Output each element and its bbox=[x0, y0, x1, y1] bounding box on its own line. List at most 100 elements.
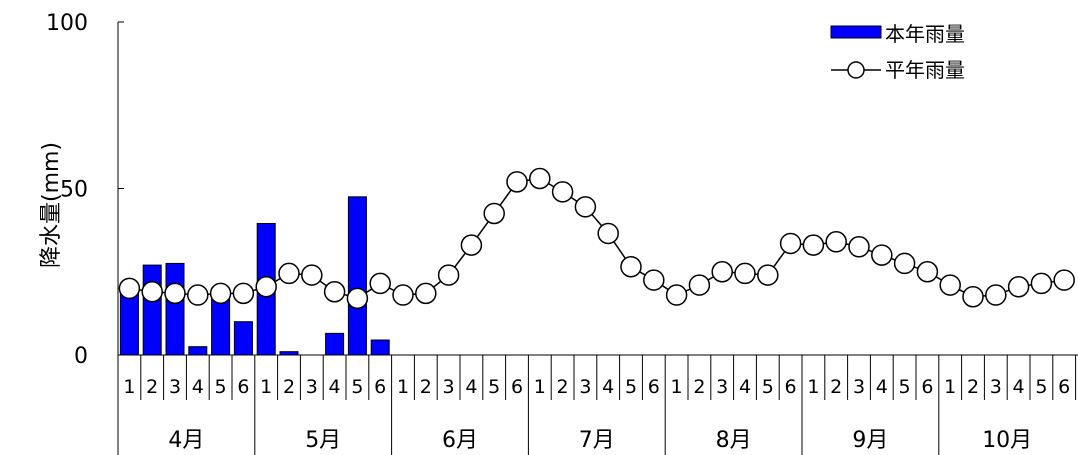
period-label: 1 bbox=[807, 376, 819, 398]
data-point bbox=[734, 262, 756, 285]
data-point bbox=[916, 261, 939, 283]
period-label: 4 bbox=[602, 376, 614, 398]
bar bbox=[325, 332, 345, 356]
period-label: 1 bbox=[534, 376, 546, 398]
data-point bbox=[574, 196, 597, 218]
period-label: 3 bbox=[579, 376, 591, 398]
period-label: 2 bbox=[693, 376, 705, 398]
period-label: 1 bbox=[944, 376, 956, 398]
period-label: 1 bbox=[260, 376, 272, 398]
period-label: 5 bbox=[351, 376, 363, 398]
month-label: 5月 bbox=[305, 428, 341, 453]
bar bbox=[188, 346, 208, 356]
bar bbox=[279, 351, 299, 356]
period-label: 2 bbox=[830, 376, 842, 398]
period-label: 2 bbox=[967, 376, 979, 398]
period-label: 6 bbox=[648, 376, 660, 398]
period-label: 6 bbox=[237, 376, 249, 398]
period-label: 3 bbox=[306, 376, 318, 398]
data-point bbox=[757, 264, 779, 286]
period-label: 3 bbox=[716, 376, 728, 398]
legend-label: 平年雨量 bbox=[885, 58, 965, 82]
data-point bbox=[392, 284, 414, 306]
data-point bbox=[323, 280, 346, 303]
bar bbox=[211, 296, 231, 356]
bar-series-group bbox=[119, 196, 390, 356]
data-point bbox=[643, 269, 665, 291]
bar bbox=[347, 196, 367, 356]
period-label: 3 bbox=[169, 376, 181, 398]
period-label: 5 bbox=[215, 376, 227, 398]
month-label: 7月 bbox=[579, 428, 615, 453]
bar bbox=[370, 339, 390, 356]
period-label: 6 bbox=[1058, 376, 1070, 398]
month-label: 8月 bbox=[716, 428, 752, 453]
period-label: 1 bbox=[397, 376, 409, 398]
legend-label: 本年雨量 bbox=[885, 22, 965, 46]
bar bbox=[233, 321, 253, 356]
line-series-group bbox=[118, 167, 1075, 310]
period-label: 4 bbox=[465, 376, 477, 398]
period-label: 2 bbox=[420, 376, 432, 398]
data-point bbox=[802, 234, 825, 256]
period-label: 6 bbox=[921, 376, 933, 398]
data-point bbox=[369, 272, 391, 295]
bar bbox=[119, 291, 139, 356]
data-point bbox=[232, 282, 255, 305]
period-label: 4 bbox=[329, 376, 341, 398]
period-label: 5 bbox=[762, 376, 774, 398]
month-label: 6月 bbox=[442, 428, 478, 453]
legend-bar-swatch bbox=[830, 25, 882, 39]
legend-marker bbox=[847, 61, 865, 79]
period-label: 5 bbox=[488, 376, 500, 398]
period-label: 3 bbox=[990, 376, 1002, 398]
period-label: 3 bbox=[443, 376, 455, 398]
data-point bbox=[1007, 275, 1030, 298]
data-point bbox=[893, 252, 916, 275]
data-point bbox=[164, 282, 186, 305]
data-point bbox=[939, 274, 961, 296]
period-label: 2 bbox=[146, 376, 158, 398]
month-label: 10月 bbox=[982, 428, 1032, 453]
period-label: 3 bbox=[853, 376, 865, 398]
month-label: 9月 bbox=[852, 428, 888, 453]
data-point bbox=[1030, 272, 1053, 295]
y-tick-label: 0 bbox=[74, 344, 88, 369]
period-label: 1 bbox=[123, 376, 135, 398]
data-point bbox=[346, 287, 369, 310]
period-label: 4 bbox=[1013, 376, 1025, 398]
data-point bbox=[529, 167, 551, 190]
data-point bbox=[506, 171, 528, 193]
period-label: 2 bbox=[283, 376, 295, 398]
bar bbox=[165, 262, 185, 356]
data-point bbox=[848, 236, 870, 258]
data-point bbox=[437, 264, 460, 286]
data-point bbox=[871, 244, 893, 266]
data-point bbox=[141, 280, 163, 303]
data-point bbox=[483, 202, 505, 225]
data-point bbox=[118, 277, 141, 300]
data-point bbox=[825, 231, 847, 253]
data-point bbox=[301, 264, 323, 286]
data-point bbox=[1053, 269, 1075, 291]
month-label: 4月 bbox=[168, 428, 204, 453]
data-point bbox=[415, 282, 437, 305]
data-point bbox=[209, 282, 232, 305]
data-point bbox=[597, 222, 619, 245]
period-label: 1 bbox=[671, 376, 683, 398]
data-point bbox=[551, 181, 574, 203]
y-axis-label: 降水量(mm) bbox=[39, 142, 64, 268]
data-point bbox=[962, 285, 984, 308]
period-label: 5 bbox=[1035, 376, 1047, 398]
period-label: 4 bbox=[876, 376, 888, 398]
period-label: 5 bbox=[625, 376, 637, 398]
y-tick-label: 50 bbox=[60, 178, 88, 203]
data-point bbox=[688, 274, 711, 296]
data-point bbox=[779, 232, 802, 255]
period-label: 5 bbox=[899, 376, 911, 398]
data-point bbox=[985, 284, 1007, 306]
data-point bbox=[665, 284, 688, 306]
period-label: 6 bbox=[511, 376, 523, 398]
